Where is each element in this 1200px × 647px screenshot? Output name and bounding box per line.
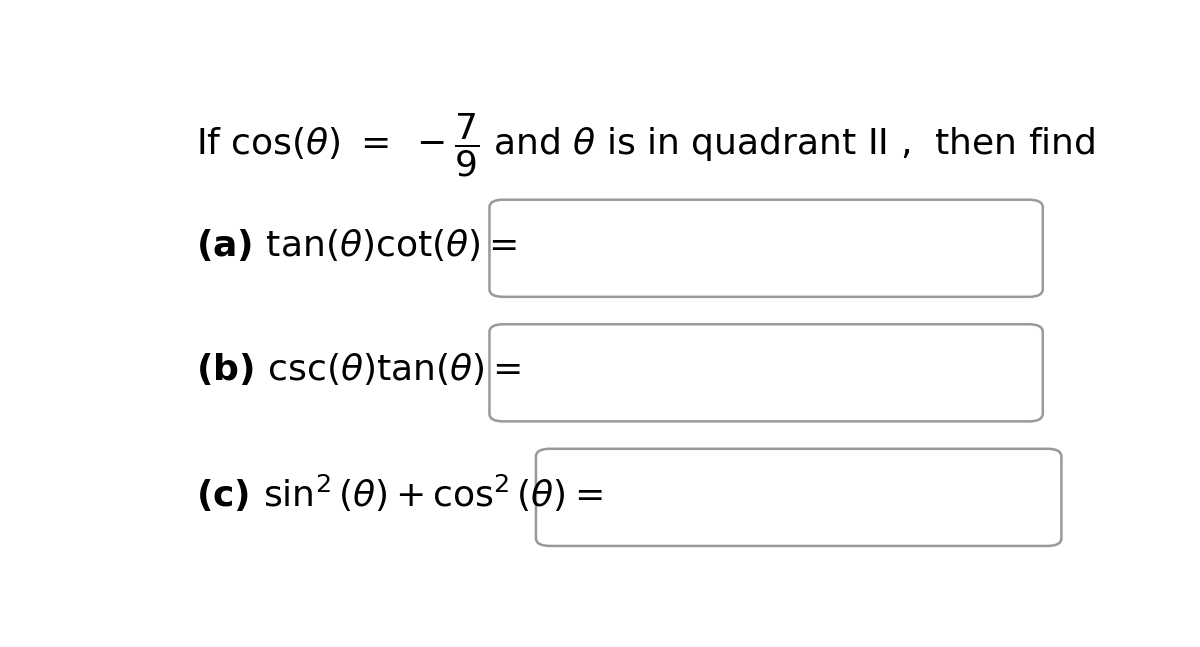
Text: If $\cos(\theta)\ =\ -\dfrac{7}{9}$ and $\theta$ is in quadrant II ,  then find: If $\cos(\theta)\ =\ -\dfrac{7}{9}$ and …	[197, 111, 1096, 179]
Text: (a) $\tan(\theta)\cot(\theta) =$: (a) $\tan(\theta)\cot(\theta) =$	[197, 226, 518, 263]
Text: (c) $\sin^2(\theta) + \cos^2(\theta) =$: (c) $\sin^2(\theta) + \cos^2(\theta) =$	[197, 473, 604, 514]
Text: (b) $\csc(\theta)\tan(\theta) =$: (b) $\csc(\theta)\tan(\theta) =$	[197, 351, 522, 387]
FancyBboxPatch shape	[490, 200, 1043, 297]
FancyBboxPatch shape	[490, 324, 1043, 421]
FancyBboxPatch shape	[536, 449, 1062, 546]
